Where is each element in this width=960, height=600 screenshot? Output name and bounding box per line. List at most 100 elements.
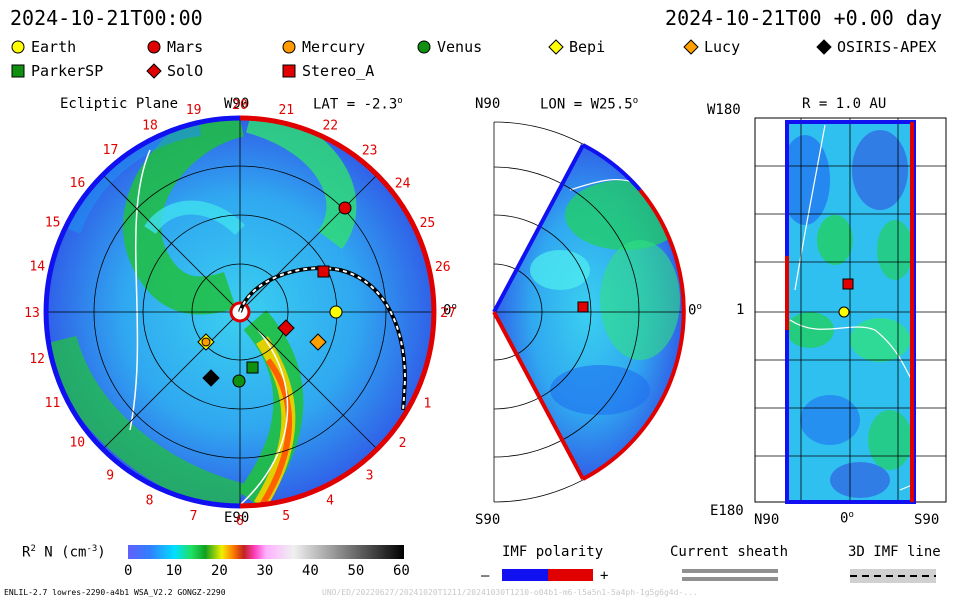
diamond-icon [548,39,564,55]
legend-item-lucy: Lucy [683,38,740,56]
longitude-number: 18 [142,119,158,134]
colorbar-tick: 60 [393,563,410,579]
x-s90-label: S90 [914,512,940,528]
lat-one-label: 1 [736,302,745,318]
legend-item-solo: SolO [146,62,203,80]
zero-deg-label-2: 0o [688,302,702,319]
bepi-marker [197,333,215,351]
spacecraft-markers [197,201,352,388]
legend-item-osiris-apex: OSIRIS-APEX [816,38,936,56]
latlon-grid [755,118,946,502]
x-zero-label: 0o [840,510,854,527]
longitude-number: 25 [420,216,436,231]
imf-polarity-rim-negative [43,115,241,509]
earth-marker-latlon [838,306,850,318]
circle-icon [147,40,161,54]
imf-plus-label: + [600,568,609,584]
legend-item-mars: Mars [146,38,203,56]
osiris-apex-marker [202,369,220,387]
legend-item-stereo-a: Stereo_A [281,62,374,80]
longitude-number: 12 [29,352,45,367]
colorbar-tick: 30 [256,563,274,579]
ecliptic-disk [46,118,434,506]
footer-run-info: UNO/ED/20220627/20241020T1211/20241030T1… [322,588,698,597]
longitude-number: 2 [399,436,407,451]
longitude-number: 10 [69,436,85,451]
zero-deg-label-1: 0o [443,302,457,319]
legend-item-earth: Earth [10,38,76,56]
longitude-number: 15 [45,216,61,231]
latlon-map-bg [787,122,914,502]
solo-marker [277,319,295,337]
wedge-rim-north [582,143,642,192]
imf-3d-line-title: 3D IMF line [848,544,941,560]
legend-label: OSIRIS-APEX [837,38,937,56]
wedge-edge-north [492,144,585,313]
longitude-number: 7 [190,509,198,524]
legend-label: Mars [167,38,204,56]
longitude-number: 19 [186,103,202,118]
s90-label: S90 [475,512,501,528]
legend-label: ParkerSP [31,62,104,80]
wedge-edge-south [492,311,585,480]
ecliptic-plane-panel: 19 20 212223242526271234567891011121314151… [24,98,456,529]
longitude-number: 5 [282,509,290,524]
stereo-a-marker-meridional [577,301,589,313]
longitude-number: 21 [278,103,294,118]
longitude-number: 11 [45,396,61,411]
x-n90-label: N90 [754,512,780,528]
r-label: R = 1.0 AU [802,96,887,112]
latlon-map-border [785,120,916,504]
imf-3d-line-swatch [850,569,936,583]
e90-label: E90 [224,510,250,526]
colorbar-label: R2 N (cm-3) [22,544,106,561]
current-sheath-title: Current sheath [670,544,789,560]
colorbar-tick: 50 [347,563,365,579]
date-time-left: 2024-10-21T00:00 [10,6,203,30]
meridional-panel [492,121,686,503]
imf-field-line-dashes [239,267,407,411]
earth-marker [329,305,343,319]
longitude-number: 4 [326,494,334,509]
meridional-density [530,179,683,415]
imf-negative-swatch [502,569,548,581]
longitude-number: 1 [423,396,431,411]
venus-marker [232,374,246,388]
density-spirals [46,118,357,506]
wedge-rim-south [582,188,686,481]
legend-item-bepi: Bepi [548,38,605,56]
meridional-grid [493,121,685,503]
sun-inner-boundary [229,301,251,323]
longitude-number: 22 [322,119,338,134]
circle-icon [11,40,25,54]
colorbar [128,545,404,559]
longitude-number: 16 [70,176,86,191]
colorbar-tick: 10 [165,563,183,579]
parker-sp-marker [246,361,259,374]
mercury-marker [201,337,211,347]
legend-label: Lucy [704,38,741,56]
lat-label: LAT = -2.3o [313,96,403,113]
legend-item-venus: Venus [416,38,482,56]
legend-label: Stereo_A [302,62,375,80]
imf-polarity-rim-positive [239,115,437,509]
longitude-number: 9 [106,469,114,484]
date-time-right: 2024-10-21T00 +0.00 day [665,6,942,30]
legend-label: Bepi [569,38,606,56]
colorbar-tick: 40 [302,563,319,579]
colorbar-tick: 20 [211,563,228,579]
imf-field-line [238,266,408,411]
legend-label: Mercury [302,38,366,56]
diamond-icon [683,39,699,55]
longitude-number: 3 [366,469,374,484]
longitude-number: 23 [362,143,378,158]
lucy-marker [309,333,327,351]
legend-item-parkersp: ParkerSP [10,62,103,80]
circle-icon [282,40,296,54]
imf-positive-swatch [548,569,593,581]
latlon-density [787,124,913,498]
square-icon [11,64,25,78]
meridional-wedge [494,145,683,479]
longitude-number: 24 [395,176,411,191]
legend-item-mercury: Mercury [281,38,365,56]
